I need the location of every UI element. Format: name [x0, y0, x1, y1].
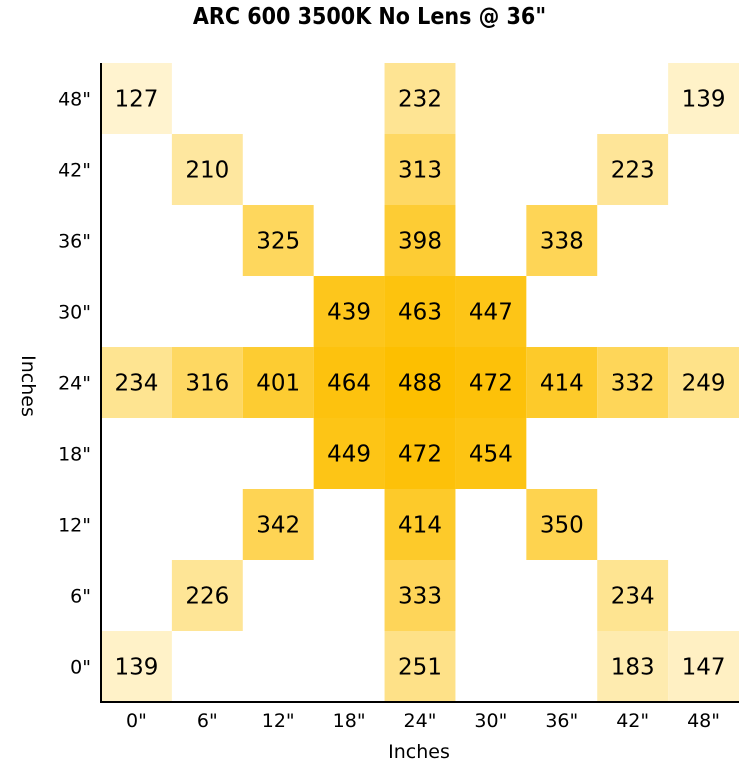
y-tick-label: 36" — [58, 231, 91, 253]
cell-value-label: 398 — [398, 229, 442, 255]
heatmap-cell — [668, 63, 739, 134]
x-tick-label: 12" — [262, 710, 295, 732]
cell-value-label: 249 — [682, 371, 726, 397]
cell-value-label: 439 — [327, 300, 371, 326]
heatmap-cell — [101, 347, 172, 418]
cell-value-label: 325 — [256, 229, 300, 255]
heatmap-cell — [171, 134, 243, 205]
heatmap-cell — [384, 205, 456, 276]
cell-value-label: 234 — [611, 584, 655, 610]
heatmap-cell — [242, 347, 314, 418]
x-tick-label: 36" — [545, 710, 578, 732]
y-tick-label: 0" — [70, 657, 91, 679]
heatmap-cell — [101, 63, 172, 134]
heatmap-cell — [384, 418, 456, 489]
heatmap-cell — [384, 63, 456, 134]
heatmap-cell — [597, 134, 669, 205]
cell-value-label: 338 — [540, 229, 584, 255]
cell-value-label: 488 — [398, 371, 442, 397]
heatmap-cell — [668, 631, 739, 702]
cell-value-label: 350 — [540, 513, 584, 539]
cell-value-label: 234 — [114, 371, 158, 397]
y-axis-title: Inches — [17, 355, 39, 417]
x-tick-label: 0" — [126, 710, 147, 732]
heatmap-cell — [171, 560, 243, 631]
y-tick-label: 42" — [58, 160, 91, 182]
cell-value-label: 414 — [398, 513, 442, 539]
cell-value-label: 139 — [682, 87, 726, 113]
cell-value-label: 232 — [398, 87, 442, 113]
heatmap-cell — [668, 347, 739, 418]
cell-value-label: 313 — [398, 158, 442, 184]
heatmap-cell — [597, 560, 669, 631]
heatmap-cell — [455, 276, 527, 347]
heatmap-cell — [455, 418, 527, 489]
cell-value-label: 251 — [398, 655, 442, 681]
y-tick-label: 30" — [58, 302, 91, 324]
cell-value-label: 147 — [682, 655, 726, 681]
cell-value-label: 316 — [185, 371, 229, 397]
cell-value-label: 401 — [256, 371, 300, 397]
x-axis-title: Inches — [388, 741, 450, 763]
heatmap-cell — [455, 347, 527, 418]
heatmap-cell — [526, 347, 598, 418]
heatmap-cell — [526, 205, 598, 276]
heatmap-cell — [384, 489, 456, 560]
cell-value-label: 454 — [469, 442, 513, 468]
cell-value-label: 333 — [398, 584, 442, 610]
heatmap-cell — [597, 631, 669, 702]
heatmap-cell — [384, 631, 456, 702]
cell-value-label: 449 — [327, 442, 371, 468]
heatmap-cell — [313, 418, 385, 489]
heatmap-cells — [101, 63, 739, 702]
cell-value-label: 414 — [540, 371, 584, 397]
heatmap-cell — [101, 631, 172, 702]
cell-value-label: 472 — [469, 371, 513, 397]
heatmap-cell — [597, 347, 669, 418]
heatmap-cell — [171, 347, 243, 418]
x-tick-label: 24" — [404, 710, 437, 732]
y-tick-labels: 0" 6" 12" 18" 24" 30" 36" 42" 48" — [58, 89, 91, 679]
heatmap-cell — [384, 134, 456, 205]
heatmap-cell — [384, 276, 456, 347]
y-tick-label: 12" — [58, 515, 91, 537]
x-tick-label: 48" — [687, 710, 720, 732]
x-tick-label: 42" — [616, 710, 649, 732]
cell-value-label: 127 — [114, 87, 158, 113]
cell-value-label: 223 — [611, 158, 655, 184]
chart-title: ARC 600 3500K No Lens @ 36" — [192, 4, 547, 30]
cell-value-label: 332 — [611, 371, 655, 397]
cell-value-label: 139 — [114, 655, 158, 681]
cell-value-label: 183 — [611, 655, 655, 681]
cell-value-label: 472 — [398, 442, 442, 468]
y-tick-label: 18" — [58, 444, 91, 466]
heatmap-value-labels: 127 232 139 210 313 223 325 398 338 439 463 447 234 3… — [114, 87, 725, 681]
cell-value-label: 210 — [185, 158, 229, 184]
cell-value-label: 463 — [398, 300, 442, 326]
heatmap-cell — [313, 347, 385, 418]
heatmap-cell — [242, 489, 314, 560]
cell-value-label: 464 — [327, 371, 371, 397]
x-tick-label: 30" — [474, 710, 507, 732]
cell-value-label: 226 — [185, 584, 229, 610]
x-tick-label: 18" — [333, 710, 366, 732]
heatmap-cell — [384, 347, 456, 418]
y-tick-label: 6" — [70, 586, 91, 608]
heatmap-cell — [526, 489, 598, 560]
y-tick-label: 48" — [58, 89, 91, 111]
x-tick-labels: 0" 6" 12" 18" 24" 30" 36" 42" 48" — [126, 710, 720, 732]
cell-value-label: 342 — [256, 513, 300, 539]
heatmap-cell — [242, 205, 314, 276]
heatmap-cell — [313, 276, 385, 347]
heatmap-cell — [384, 560, 456, 631]
y-tick-label: 24" — [58, 373, 91, 395]
x-tick-label: 6" — [197, 710, 218, 732]
cell-value-label: 447 — [469, 300, 513, 326]
